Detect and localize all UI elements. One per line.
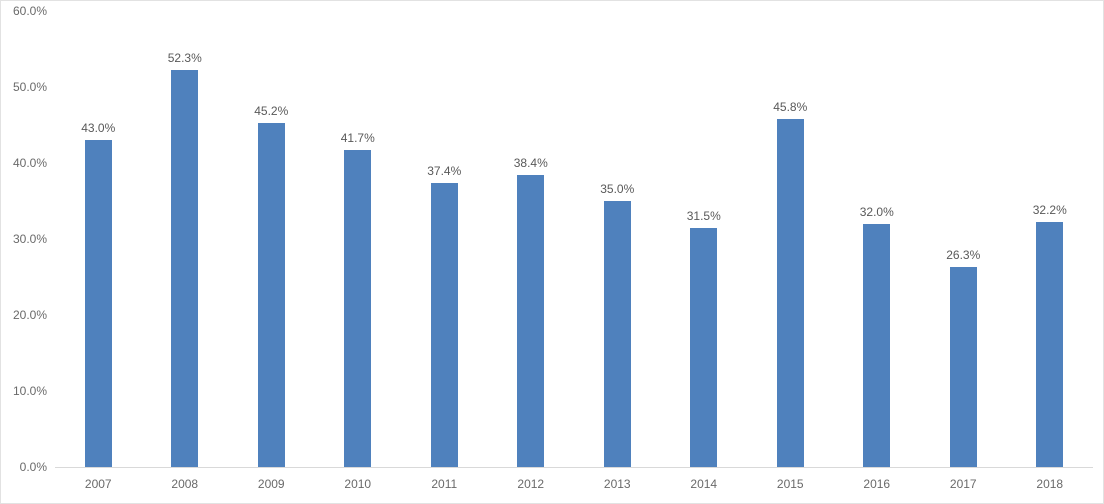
bar-2008	[171, 70, 199, 467]
bar-2014	[690, 228, 718, 467]
bar-value-label: 38.4%	[513, 156, 548, 170]
bar-value-label: 26.3%	[946, 248, 981, 262]
y-axis-tick-label: 50.0%	[12, 80, 47, 94]
y-axis-tick-label: 30.0%	[12, 232, 47, 246]
x-axis-tick-label: 2010	[344, 477, 372, 491]
bar-2017	[949, 267, 977, 467]
y-axis-tick-label: 40.0%	[12, 156, 47, 170]
x-axis-tick-label: 2008	[171, 477, 199, 491]
bar-2018	[1036, 222, 1064, 467]
bar-2015	[776, 119, 804, 467]
x-axis-tick-label: 2013	[603, 477, 631, 491]
bar-value-label: 35.0%	[600, 182, 635, 196]
x-axis-tick-label: 2011	[431, 477, 458, 491]
bar-value-label: 45.2%	[254, 104, 289, 118]
bar-2010	[344, 150, 372, 467]
x-axis-tick-label: 2016	[863, 477, 891, 491]
bar-value-label: 52.3%	[167, 51, 202, 65]
bar-value-label: 45.8%	[773, 100, 808, 114]
x-axis-tick-label: 2014	[690, 477, 718, 491]
bar-2012	[517, 175, 545, 467]
y-axis-tick-label: 20.0%	[12, 308, 47, 322]
x-axis-tick-label: 2012	[517, 477, 545, 491]
bar-2011	[430, 183, 458, 467]
bar-value-label: 43.0%	[81, 121, 116, 135]
bar-2013	[603, 201, 631, 467]
x-axis-tick-label: 2018	[1036, 477, 1064, 491]
bar-value-label: 32.2%	[1032, 203, 1067, 217]
bar-value-label: 37.4%	[427, 164, 462, 178]
bar-2007	[84, 140, 112, 467]
x-axis-line	[55, 467, 1093, 468]
y-axis-tick-label: 10.0%	[12, 384, 47, 398]
bar-2009	[257, 123, 285, 467]
x-axis-tick-label: 2015	[776, 477, 804, 491]
bar-value-label: 32.0%	[859, 205, 894, 219]
bar-value-label: 41.7%	[340, 131, 375, 145]
bar-2016	[863, 224, 891, 467]
x-axis-tick-label: 2007	[84, 477, 112, 491]
bar-value-label: 31.5%	[686, 209, 721, 223]
x-axis-tick-label: 2009	[257, 477, 285, 491]
y-axis-tick-label: 60.0%	[12, 4, 47, 18]
x-axis-tick-label: 2017	[949, 477, 977, 491]
y-axis-tick-label: 0.0%	[19, 460, 47, 474]
